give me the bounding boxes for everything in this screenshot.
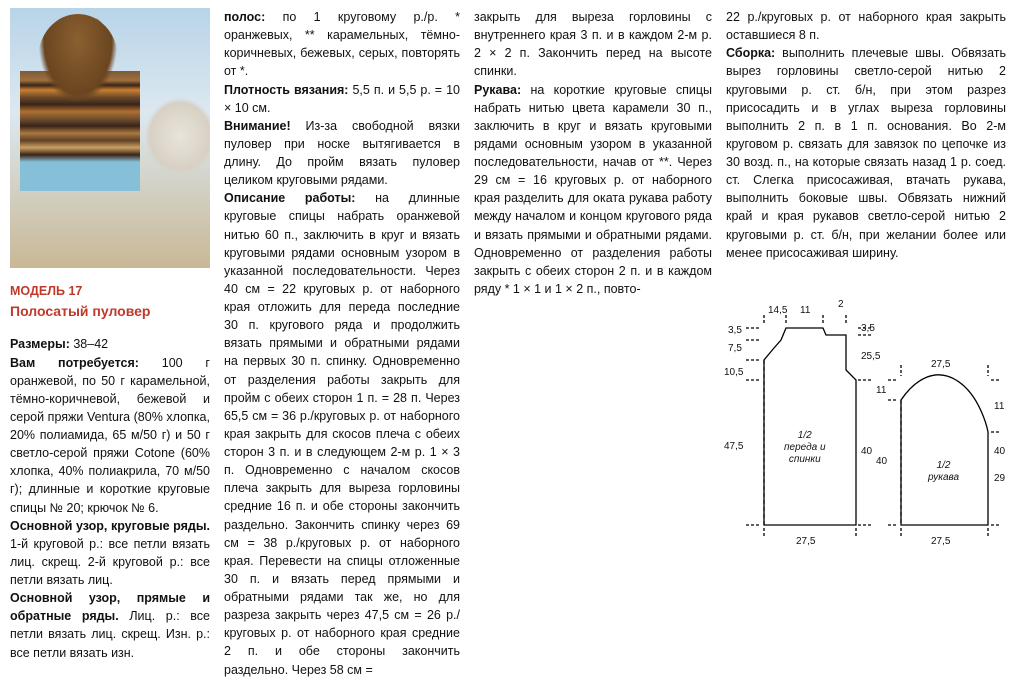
size-para: Размеры: 38–42 xyxy=(10,335,210,353)
dim-l1: 3,5 xyxy=(728,324,742,339)
dim-s-top: 27,5 xyxy=(931,358,950,373)
dim-s-h1b: 11 xyxy=(994,400,1004,415)
pattern1-para: Основной узор, круговые ряды. 1-й кругов… xyxy=(10,517,210,590)
dim-s-h1: 11 xyxy=(876,384,886,399)
stripes-para: полос: по 1 круговому р./р. * оранжевых,… xyxy=(224,8,460,81)
column-mid1: полос: по 1 круговому р./р. * оранжевых,… xyxy=(224,8,460,679)
sleeves-label: Рукава: xyxy=(474,83,521,97)
dim-s-h2: 40 xyxy=(876,455,887,470)
attention-label: Внимание! xyxy=(224,119,291,133)
assembly-label: Сборка: xyxy=(726,46,775,60)
dim-l2: 7,5 xyxy=(728,342,742,357)
attention-para: Внимание! Из-за свободной вязки пуловер … xyxy=(224,117,460,190)
dim-top3: 2 xyxy=(838,298,844,313)
materials-label: Вам потребуется: xyxy=(10,356,139,370)
dim-hr: 40 xyxy=(861,445,872,460)
schematic-diagram: 14,5 11 2 3,5 7,5 10,5 47,5 3,5 25,5 40 … xyxy=(726,280,1006,560)
sleeve-label: 1/2 рукава xyxy=(928,460,959,484)
assembly-para: Сборка: выполнить плечевые швы. Обвязать… xyxy=(726,44,1006,262)
dim-top1: 14,5 xyxy=(768,304,787,319)
dim-h: 47,5 xyxy=(724,440,743,455)
cont2-para: 22 р./круговых р. от наборного края закр… xyxy=(726,8,1006,44)
cont1-para: закрыть для выреза горловины с внутренне… xyxy=(474,8,712,81)
page-layout: МОДЕЛЬ 17 Полосатый пуловер Размеры: 38–… xyxy=(10,8,1010,679)
size-value: 38–42 xyxy=(73,337,108,351)
dim-s-h: 40 xyxy=(994,445,1005,460)
sleeves-text: на короткие круговые спицы набрать нитью… xyxy=(474,83,712,296)
dim-s-h3: 29 xyxy=(994,472,1005,487)
dim-r2: 25,5 xyxy=(861,350,880,365)
dim-l3: 10,5 xyxy=(724,366,743,381)
materials-para: Вам потребуется: 100 г оранжевой, по 50 … xyxy=(10,354,210,517)
model-number: МОДЕЛЬ 17 xyxy=(10,282,210,300)
body-label: 1/2 переда и спинки xyxy=(784,430,826,466)
dim-s-w: 27,5 xyxy=(931,535,950,550)
dim-w: 27,5 xyxy=(796,535,815,550)
work-text: на длинные круговые спицы набрать оранже… xyxy=(224,191,460,676)
materials-text: 100 г оранжевой, по 50 г карамельной, тё… xyxy=(10,356,210,515)
column-mid2: закрыть для выреза горловины с внутренне… xyxy=(474,8,712,679)
pattern1-text: 1-й круговой р.: все петли вязать лиц. с… xyxy=(10,537,210,587)
pattern2-para: Основной узор, прямые и обратные ряды. Л… xyxy=(10,589,210,662)
dim-r1: 3,5 xyxy=(861,322,875,337)
size-label: Размеры: xyxy=(10,337,70,351)
model-title: Полосатый пуловер xyxy=(10,301,210,321)
column-right: 22 р./круговых р. от наборного края закр… xyxy=(726,8,1006,679)
stripes-label: полос: xyxy=(224,10,265,24)
dim-top2: 11 xyxy=(800,304,810,319)
sleeves-para: Рукава: на короткие круговые спицы набра… xyxy=(474,81,712,299)
work-para: Описание работы: на длинные круговые спи… xyxy=(224,189,460,678)
pattern1-label: Основной узор, круговые ряды. xyxy=(10,519,210,533)
gauge-para: Плотность вязания: 5,5 п. и 5,5 р. = 10 … xyxy=(224,81,460,117)
column-left: МОДЕЛЬ 17 Полосатый пуловер Размеры: 38–… xyxy=(10,8,210,679)
gauge-label: Плотность вязания: xyxy=(224,83,348,97)
work-label: Описание работы: xyxy=(224,191,355,205)
assembly-text: выполнить плечевые швы. Обвязать вырез г… xyxy=(726,46,1006,259)
model-photo xyxy=(10,8,210,268)
